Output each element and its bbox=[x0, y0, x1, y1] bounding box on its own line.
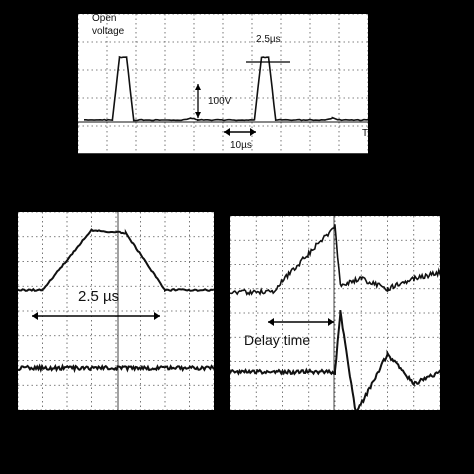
time-scale-label: 10µs bbox=[230, 140, 252, 151]
top-oscilloscope-screen: Open voltage 2.5µs 100V 10µs T bbox=[78, 14, 368, 154]
voltage-trace bbox=[18, 230, 214, 291]
pulse-width-arrow-head-left bbox=[32, 312, 38, 320]
pulse-width-arrow-head-right bbox=[154, 312, 160, 320]
voltage-scale-arrow-head bbox=[195, 112, 201, 118]
right-waveform-plot bbox=[230, 216, 440, 410]
time-scale-arrow-head-right bbox=[250, 128, 256, 136]
voltage-scale-label: 100V bbox=[208, 96, 231, 107]
left-waveform-plot bbox=[18, 212, 214, 410]
left-oscilloscope-screen: 2.5 µs bbox=[18, 212, 214, 410]
pulse-width-label: 2.5µs bbox=[256, 34, 281, 45]
delay-time-label: Delay time bbox=[244, 332, 310, 348]
pulse-trace bbox=[84, 57, 368, 120]
pulse-width-label: 2.5 µs bbox=[78, 288, 119, 305]
right-oscilloscope-screen: Delay time bbox=[230, 216, 440, 410]
open-voltage-label: Open voltage bbox=[92, 14, 124, 38]
current-trace bbox=[18, 366, 214, 370]
axis-end-label: T bbox=[362, 128, 368, 139]
delay-time-arrow-head-right bbox=[328, 318, 334, 326]
voltage-scale-arrow-head bbox=[195, 84, 201, 90]
delay-time-arrow-head-left bbox=[268, 318, 274, 326]
time-scale-arrow-head-left bbox=[224, 128, 230, 136]
